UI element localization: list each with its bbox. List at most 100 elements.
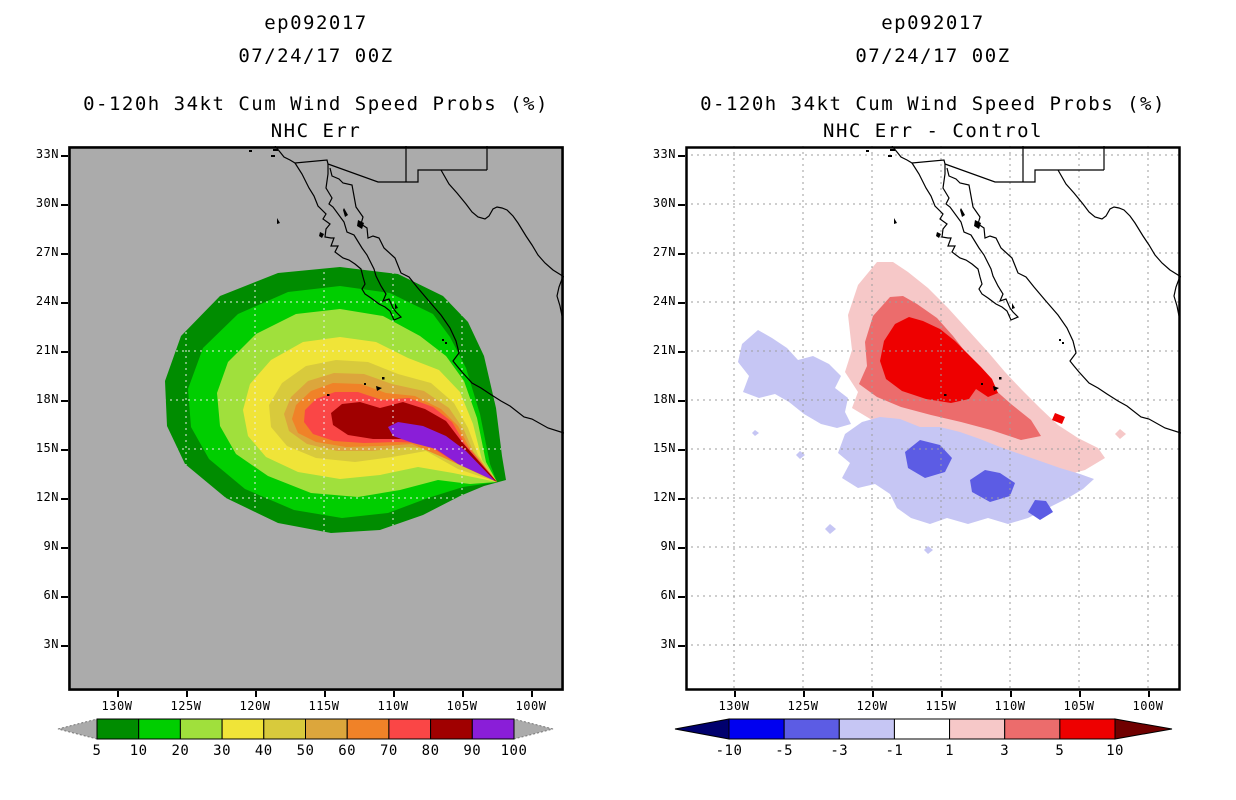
lon-tick-mark <box>324 691 326 697</box>
left-colorbar-right-arrow <box>513 718 554 740</box>
lon-tick-mark <box>255 691 257 697</box>
lon-tick-mark <box>1079 691 1081 697</box>
lon-tick-label: 125W <box>170 699 202 713</box>
left-panel-experiment: NHC Err <box>270 120 362 142</box>
colorbar-boundary-label: 3 <box>1000 743 1010 759</box>
colorbar-segment <box>430 718 473 740</box>
lon-tick-label: 100W <box>1132 699 1164 713</box>
colorbar-boundary-label: 10 <box>1106 743 1124 759</box>
left-panel-subtitle: 0-120h 34kt Cum Wind Speed Probs (%) <box>83 93 549 115</box>
left-map-svg <box>68 146 564 691</box>
lon-tick-mark <box>117 691 119 697</box>
lon-tick-label: 130W <box>718 699 750 713</box>
right-colorbar-segments <box>728 718 1116 740</box>
colorbar-boundary-label: 70 <box>379 743 398 759</box>
colorbar-boundary-label: 1 <box>945 743 955 759</box>
lat-tick-mark <box>678 547 685 549</box>
right-map-plot <box>685 146 1181 691</box>
colorbar-segment <box>728 718 785 740</box>
left-map-frame <box>68 146 564 691</box>
lat-tick-label: 18N <box>652 392 676 406</box>
lat-tick-label: 3N <box>660 637 676 651</box>
lat-tick-mark <box>678 645 685 647</box>
lon-tick-label: 115W <box>925 699 957 713</box>
lat-tick-label: 12N <box>35 490 59 504</box>
colorbar-boundary-label: 5 <box>1055 743 1065 759</box>
colorbar-boundary-label: 80 <box>421 743 440 759</box>
colorbar-boundary-label: 90 <box>463 743 482 759</box>
left-panel-storm-id: ep092017 <box>264 12 368 34</box>
lat-tick-mark <box>678 204 685 206</box>
lon-tick-label: 100W <box>515 699 547 713</box>
lat-tick-label: 30N <box>35 196 59 210</box>
lat-tick-mark <box>61 302 68 304</box>
colorbar-boundary-label: 60 <box>338 743 357 759</box>
colorbar-segment <box>346 718 390 740</box>
lat-tick-mark <box>61 204 68 206</box>
lon-tick-mark <box>1010 691 1012 697</box>
right-map-svg <box>685 146 1181 691</box>
lat-tick-mark <box>61 253 68 255</box>
lat-tick-mark <box>61 547 68 549</box>
lon-tick-label: 110W <box>377 699 409 713</box>
colorbar-segment <box>949 718 1006 740</box>
colorbar-segment <box>388 718 432 740</box>
lat-tick-label: 9N <box>660 539 676 553</box>
wind-prob-contours <box>165 267 506 533</box>
lon-tick-label: 125W <box>787 699 819 713</box>
lat-tick-mark <box>61 596 68 598</box>
lat-tick-label: 24N <box>35 294 59 308</box>
lat-tick-label: 9N <box>43 539 59 553</box>
lat-tick-label: 33N <box>35 147 59 161</box>
lon-tick-mark <box>393 691 395 697</box>
lat-tick-label: 33N <box>652 147 676 161</box>
lat-tick-label: 15N <box>35 441 59 455</box>
lon-tick-label: 120W <box>856 699 888 713</box>
lat-tick-label: 24N <box>652 294 676 308</box>
colorbar-boundary-label: -3 <box>830 743 849 759</box>
colorbar-segment <box>783 718 840 740</box>
lon-tick-mark <box>803 691 805 697</box>
colorbar-boundary-label: 20 <box>171 743 190 759</box>
lon-tick-mark <box>1148 691 1150 697</box>
right-panel-subtitle: 0-120h 34kt Cum Wind Speed Probs (%) <box>700 93 1166 115</box>
lat-tick-mark <box>678 400 685 402</box>
lat-tick-mark <box>61 351 68 353</box>
colorbar-segment <box>838 718 895 740</box>
prob-difference-contours <box>738 262 1126 554</box>
lat-tick-mark <box>61 155 68 157</box>
lon-tick-mark <box>462 691 464 697</box>
lat-tick-mark <box>678 302 685 304</box>
colorbar-boundary-label: 5 <box>92 743 102 759</box>
colorbar-boundary-label: -1 <box>885 743 904 759</box>
lat-tick-label: 15N <box>652 441 676 455</box>
right-gridlines <box>685 146 1181 691</box>
colorbar-segment <box>471 718 515 740</box>
lat-tick-label: 18N <box>35 392 59 406</box>
lat-tick-label: 12N <box>652 490 676 504</box>
left-colorbar-segments <box>96 718 515 740</box>
colorbar-arrows-svg <box>57 718 1173 740</box>
lon-tick-label: 115W <box>308 699 340 713</box>
lon-tick-label: 110W <box>994 699 1026 713</box>
left-gridlines <box>165 267 506 533</box>
lat-tick-mark <box>678 351 685 353</box>
lat-tick-label: 21N <box>35 343 59 357</box>
colorbar-segment <box>179 718 223 740</box>
lat-tick-mark <box>61 400 68 402</box>
right-colorbar-left-arrow <box>674 718 730 740</box>
colorbar-segment <box>893 718 951 740</box>
lon-tick-label: 120W <box>239 699 271 713</box>
lat-tick-label: 27N <box>652 245 676 259</box>
colorbar-boundary-label: -10 <box>715 743 743 759</box>
lat-tick-mark <box>61 449 68 451</box>
lon-tick-mark <box>186 691 188 697</box>
left-map-plot <box>68 146 564 691</box>
lat-tick-label: 30N <box>652 196 676 210</box>
colorbar-boundary-label: 10 <box>129 743 148 759</box>
colorbar-segment <box>1059 718 1116 740</box>
lat-tick-mark <box>678 253 685 255</box>
lon-tick-label: 105W <box>1063 699 1095 713</box>
lat-tick-mark <box>61 645 68 647</box>
